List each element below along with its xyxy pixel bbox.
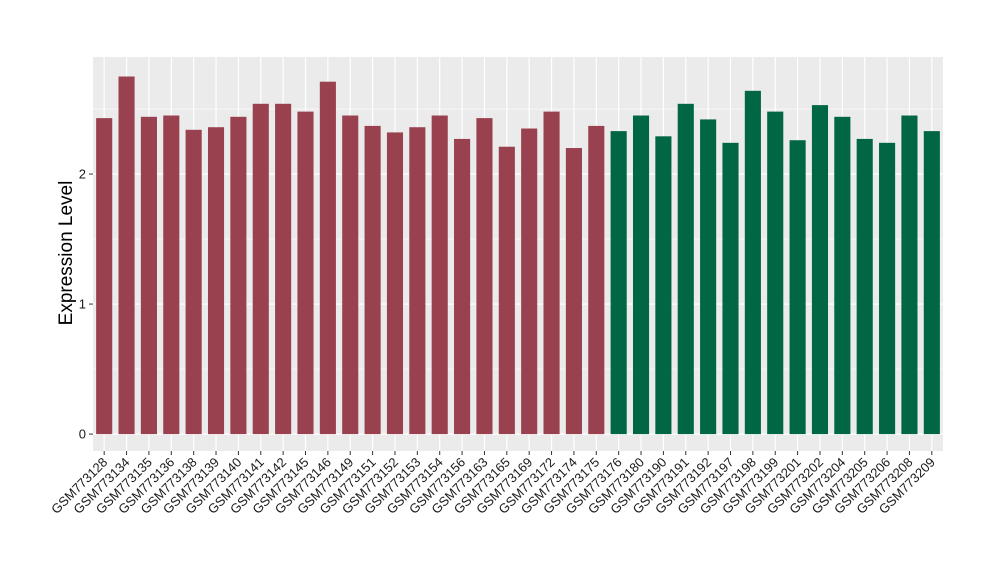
bar bbox=[386, 132, 404, 435]
bar bbox=[454, 138, 471, 435]
bar bbox=[140, 116, 157, 435]
bar bbox=[722, 142, 739, 435]
bar bbox=[744, 90, 761, 435]
bar bbox=[230, 116, 247, 435]
bar bbox=[163, 115, 180, 435]
x-axis: GSM773128GSM773134GSM773135GSM773136GSM7… bbox=[48, 451, 938, 517]
bar bbox=[588, 125, 605, 435]
bar bbox=[655, 136, 672, 435]
bar bbox=[834, 116, 851, 435]
bar bbox=[185, 129, 202, 435]
bars bbox=[96, 76, 940, 435]
bar bbox=[677, 103, 694, 435]
bar bbox=[610, 131, 627, 435]
bar bbox=[409, 127, 426, 435]
bar bbox=[700, 119, 717, 435]
bar bbox=[565, 148, 582, 435]
bar bbox=[879, 142, 896, 435]
y-tick-label: 2 bbox=[79, 167, 86, 182]
bar bbox=[856, 138, 873, 435]
bar bbox=[297, 111, 314, 435]
y-axis: 0 1 2 bbox=[79, 167, 93, 442]
bar bbox=[923, 131, 940, 435]
bar bbox=[364, 125, 381, 435]
bar bbox=[811, 105, 829, 435]
y-tick-label: 1 bbox=[79, 297, 86, 312]
bar bbox=[319, 81, 336, 435]
bar bbox=[632, 115, 650, 435]
bar bbox=[118, 76, 135, 435]
bar bbox=[767, 111, 784, 435]
bar bbox=[789, 140, 806, 435]
bar bbox=[521, 128, 538, 435]
bar bbox=[96, 118, 113, 435]
bar bbox=[431, 115, 448, 435]
bar bbox=[207, 127, 225, 435]
bar bbox=[901, 115, 918, 435]
bar bbox=[543, 111, 560, 435]
bar bbox=[275, 103, 292, 435]
bar bbox=[498, 146, 515, 435]
y-tick-label: 0 bbox=[79, 427, 86, 442]
bar bbox=[252, 103, 269, 435]
bar bbox=[342, 115, 359, 435]
bar bbox=[476, 118, 493, 435]
y-axis-title: Expression Level bbox=[56, 181, 77, 326]
